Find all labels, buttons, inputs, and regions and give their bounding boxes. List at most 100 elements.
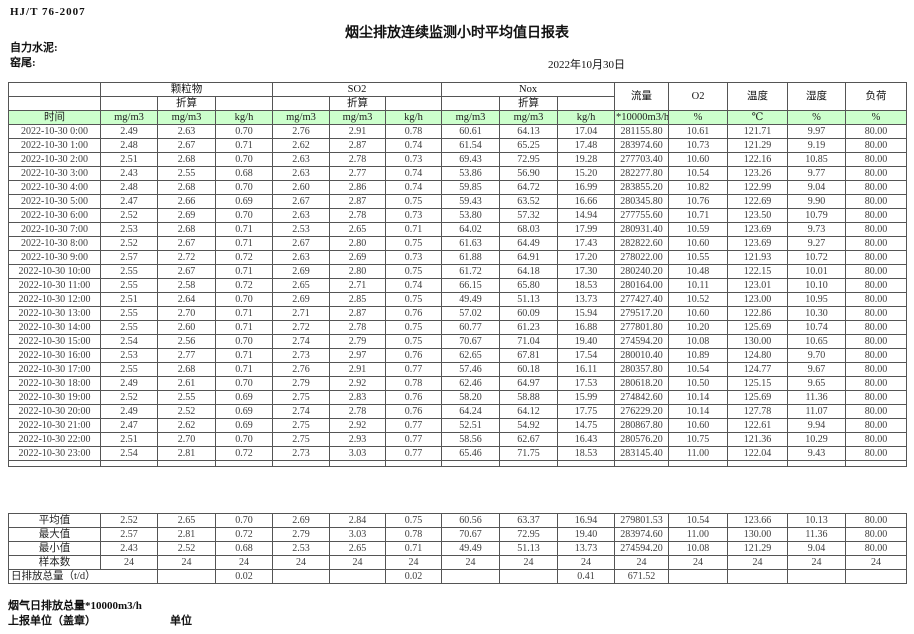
value-cell: 2.55 [157,390,216,405]
value-cell: 61.72 [441,264,501,279]
converted-label-nox: 折算 [499,96,559,111]
value-cell: 9.90 [787,194,847,209]
value-cell: 10.95 [787,292,847,307]
value-cell: 10.14 [668,404,729,419]
value-cell: 64.49 [499,236,559,251]
table-row: 2022-10-30 20:00 2.49 2.52 0.69 2.74 2.78 0.76… [8,404,908,419]
value-cell: 0.77 [384,418,443,433]
value-cell: 17.04 [557,124,616,139]
value-cell: 17.30 [557,264,616,279]
value-cell: 24 [557,555,615,570]
value-cell: 2.67 [157,138,216,153]
value-cell: 122.15 [727,264,789,279]
value-cell: 122.04 [727,446,789,461]
converted-label-so2: 折算 [329,96,386,111]
table-row: 2022-10-30 23:00 2.54 2.81 0.72 2.73 3.03 0.77… [8,446,908,461]
value-cell: 64.12 [499,404,559,419]
value-cell: 2.74 [272,334,330,349]
value-cell: 0.41 [557,569,615,584]
value-cell: 59.43 [441,194,501,209]
value-cell: 80.00 [845,320,908,335]
value-cell: 280010.40 [614,348,670,363]
value-cell: 2.53 [100,348,158,363]
time-cell: 2022-10-30 4:00 [8,180,101,195]
value-cell: 2.72 [272,320,330,335]
value-cell: 2.57 [100,527,158,542]
value-cell: 2.55 [157,166,216,181]
value-cell: 280357.80 [614,362,670,377]
value-cell [272,569,330,584]
empty-cell [557,460,616,467]
value-cell: 0.73 [384,250,443,265]
value-cell: 16.43 [557,432,616,447]
value-cell: 2.52 [157,541,216,556]
value-cell: 10.52 [668,292,729,307]
standard-code: HJ/T 76-2007 [10,6,86,18]
table-row: 2022-10-30 3:00 2.43 2.55 0.68 2.63 2.77 0.74 5… [8,166,908,181]
value-cell: 0.75 [385,513,442,528]
value-cell: 9.19 [787,138,847,153]
value-cell: 80.00 [845,432,908,447]
value-cell: 24 [441,555,500,570]
value-cell: 71.04 [499,334,559,349]
value-cell: 80.00 [845,208,908,223]
table-row: 2022-10-30 2:00 2.51 2.68 0.70 2.63 2.78 0.73 6… [8,152,908,167]
table-row: 2022-10-30 17:00 2.55 2.68 0.71 2.76 2.91 0.77… [8,362,908,377]
time-cell: 2022-10-30 20:00 [8,404,101,419]
value-cell: 2.56 [157,334,216,349]
value-cell: 2.47 [100,418,158,433]
summary-label: 样本数 [8,555,101,570]
value-cell: 2.76 [272,124,330,139]
value-cell: 2.62 [272,138,330,153]
value-cell: 64.24 [441,404,501,419]
value-cell: 10.71 [668,208,729,223]
value-cell: 9.04 [787,180,847,195]
group-header-row: 颗粒物 SO2 Nox 流量 O2 温度 湿度 负荷 [8,82,908,111]
value-cell: 10.14 [668,390,729,405]
value-cell: 3.03 [329,527,386,542]
value-cell: 24 [272,555,330,570]
value-cell: 123.50 [727,208,789,223]
value-cell: 2.78 [329,152,386,167]
value-cell: 65.25 [499,138,559,153]
empty-cell [845,460,908,467]
value-cell: 80.00 [845,306,908,321]
value-cell: 2.91 [329,362,386,377]
company-label: 自力水泥: [10,42,58,54]
table-row: 2022-10-30 11:00 2.55 2.58 0.72 2.65 2.71 0.74… [8,278,908,293]
value-cell: 11.00 [668,446,729,461]
time-cell: 2022-10-30 15:00 [8,334,101,349]
value-cell: 67.81 [499,348,559,363]
value-cell: 62.65 [441,348,501,363]
value-cell: 2.85 [329,292,386,307]
value-cell: 280867.80 [614,418,670,433]
value-cell: 2.65 [272,278,330,293]
value-cell: 2.55 [100,306,158,321]
time-cell: 2022-10-30 5:00 [8,194,101,209]
value-cell: 2.79 [272,527,330,542]
value-cell: 2.66 [157,194,216,209]
value-cell: 16.11 [557,362,616,377]
value-cell: 278022.00 [614,250,670,265]
value-cell: 15.94 [557,306,616,321]
table-row: 2022-10-30 4:00 2.48 2.68 0.70 2.60 2.86 0.74 5… [8,180,908,195]
value-cell: 280576.20 [614,432,670,447]
value-cell: 0.71 [215,236,273,251]
empty-cell [272,96,330,111]
value-cell: 0.70 [215,152,273,167]
value-cell: 2.51 [100,152,158,167]
value-cell: 17.53 [557,376,616,391]
value-cell: 2.63 [157,124,216,139]
value-cell: 10.30 [787,306,847,321]
value-cell: 24 [215,555,273,570]
flow-header: 流量 [614,82,670,111]
value-cell: 123.66 [727,513,788,528]
empty-cell [100,460,158,467]
value-cell: 60.61 [441,124,501,139]
value-cell: 58.20 [441,390,501,405]
value-cell: 125.69 [727,390,789,405]
empty-cell [157,460,216,467]
empty-cell [614,460,670,467]
table-row: 2022-10-30 6:00 2.52 2.69 0.70 2.63 2.78 0.73 5… [8,208,908,223]
value-cell: 122.69 [727,194,789,209]
